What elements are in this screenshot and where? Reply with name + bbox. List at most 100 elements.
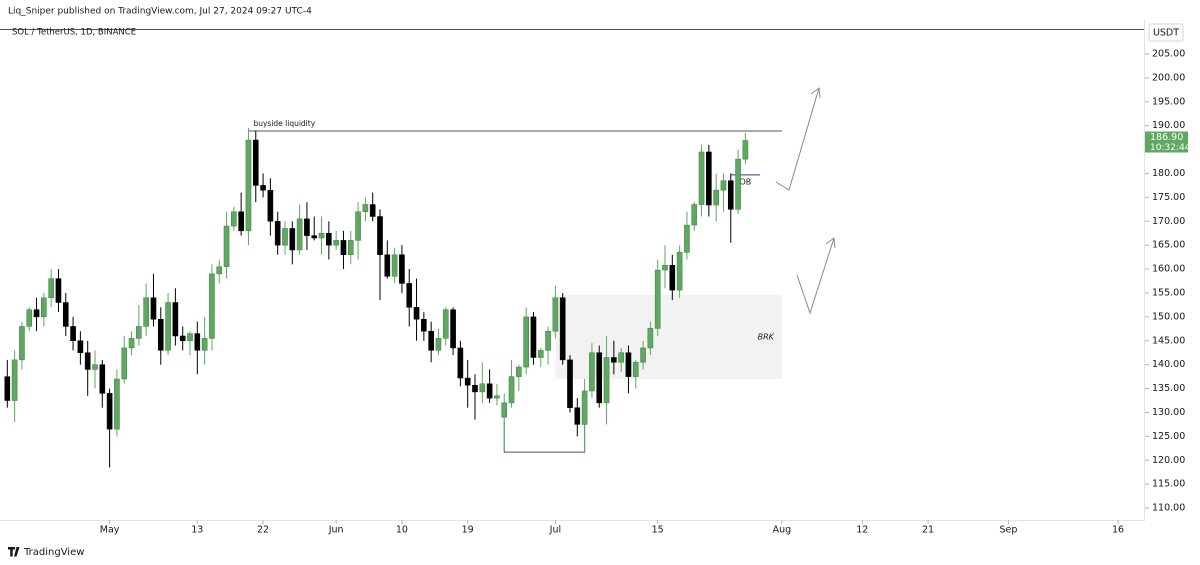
liquidity-label: buyside liquidity xyxy=(253,119,315,128)
candle-body xyxy=(399,254,405,284)
candle-body xyxy=(654,269,661,329)
y-tick-label: 150.00 xyxy=(1152,311,1185,322)
candle-body xyxy=(523,316,529,368)
candle-body xyxy=(603,357,610,404)
symbol-title: SOL / TetherUS, 1D, BINANCE xyxy=(12,28,136,38)
candle-body xyxy=(391,254,398,277)
x-tick-label: 13 xyxy=(191,525,203,536)
projection-arrows xyxy=(775,87,836,315)
candle-body xyxy=(238,211,244,232)
candle-body xyxy=(545,330,551,351)
candle-body xyxy=(464,377,471,386)
candle-body xyxy=(172,302,179,337)
candle-body xyxy=(662,264,668,271)
candle-body xyxy=(209,273,215,339)
y-tick-label: 125.00 xyxy=(1152,431,1185,442)
candle-body xyxy=(252,139,259,186)
candle-body xyxy=(618,352,624,363)
candle-body xyxy=(742,140,749,160)
candle-body xyxy=(41,297,47,318)
candle-body xyxy=(669,264,676,291)
last-price-box xyxy=(1145,131,1188,153)
x-tick-label: 15 xyxy=(652,525,664,536)
candle-body xyxy=(99,364,106,394)
candle-body xyxy=(296,218,303,251)
candle-body xyxy=(318,232,325,239)
y-tick-label: 155.00 xyxy=(1152,287,1185,298)
candle-body xyxy=(223,225,230,267)
candle-body xyxy=(289,228,296,251)
candle-body xyxy=(530,316,537,358)
candle-body xyxy=(384,254,391,277)
candle-body xyxy=(581,390,588,425)
candle-body xyxy=(596,352,603,404)
x-tick-label: May xyxy=(100,525,120,536)
currency: USDT xyxy=(1153,28,1179,39)
candle-body xyxy=(62,302,69,327)
candle-body xyxy=(267,189,274,222)
candle-body xyxy=(552,297,559,332)
brand-name: TradingView xyxy=(23,547,84,558)
candle-body xyxy=(479,383,486,393)
candle-body xyxy=(11,359,18,401)
y-tick-label: 130.00 xyxy=(1152,407,1185,418)
x-tick-label: 10 xyxy=(396,525,408,536)
x-tick-label: 19 xyxy=(462,525,474,536)
ob-label: OB xyxy=(739,177,751,186)
candles xyxy=(4,128,749,468)
candle-body xyxy=(216,266,223,275)
candle-body xyxy=(187,333,193,342)
candle-body xyxy=(26,309,33,327)
currency-box[interactable] xyxy=(1148,23,1184,42)
y-tick-label: 165.00 xyxy=(1152,240,1185,251)
candle-body xyxy=(231,211,237,227)
candle-body xyxy=(260,185,266,191)
candle-body xyxy=(355,211,361,241)
candle-body xyxy=(48,278,54,298)
y-tick-label: 195.00 xyxy=(1152,96,1185,107)
candle-body xyxy=(194,333,201,351)
candle-body xyxy=(486,383,493,399)
y-tick-label: 180.00 xyxy=(1152,168,1185,179)
x-tick-label: Jul xyxy=(549,525,561,536)
x-tick-label: 16 xyxy=(1112,525,1124,536)
last-price: 186.90 xyxy=(1150,132,1183,143)
y-tick-label: 175.00 xyxy=(1152,192,1185,203)
candle-body xyxy=(282,228,288,246)
candle-body xyxy=(274,221,281,246)
candle-body xyxy=(676,252,683,291)
candle-body xyxy=(92,364,98,370)
candle-body xyxy=(4,376,11,401)
candle-body xyxy=(128,338,135,349)
y-tick-label: 205.00 xyxy=(1152,48,1185,59)
x-tick-label: Jun xyxy=(328,525,344,536)
candle-body xyxy=(494,395,500,399)
candle-body xyxy=(347,240,354,255)
candle-body xyxy=(574,407,581,425)
candle-body xyxy=(640,347,646,363)
x-tick-label: 12 xyxy=(856,525,868,536)
candle-body xyxy=(611,357,617,363)
candle-body xyxy=(70,326,76,342)
y-tick-label: 135.00 xyxy=(1152,383,1185,394)
candle-body xyxy=(150,297,157,320)
candle-body xyxy=(713,189,719,206)
candle-body xyxy=(442,309,449,339)
candle-body xyxy=(114,378,120,430)
candle-body xyxy=(19,326,25,361)
candle-body xyxy=(136,326,142,339)
candle-body xyxy=(326,232,332,246)
candle-body xyxy=(311,235,318,239)
candle-body xyxy=(720,180,727,191)
candle-body xyxy=(647,328,654,349)
candle-body xyxy=(457,347,464,379)
candle-body xyxy=(33,309,40,318)
candle-body xyxy=(77,340,84,353)
candle-body xyxy=(537,350,544,358)
candle-body xyxy=(333,240,339,246)
candle-body xyxy=(362,204,369,212)
candle-body xyxy=(304,218,310,236)
brand: TradingView xyxy=(8,547,84,558)
candle-body xyxy=(165,302,171,351)
